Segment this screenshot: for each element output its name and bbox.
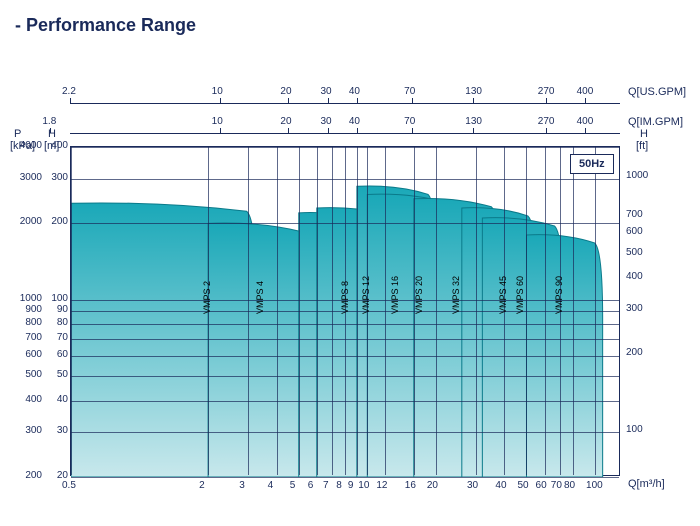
curve-label: VMPS 60 xyxy=(515,276,525,314)
x-tick: 16 xyxy=(405,480,416,491)
curve-label: VMPS 12 xyxy=(361,276,371,314)
x-tick: 100 xyxy=(586,480,603,491)
y-tick-m: 60 xyxy=(57,349,68,360)
frequency-badge: 50Hz xyxy=(570,154,614,174)
y-tick-m: 300 xyxy=(51,172,68,183)
x-tick: 10 xyxy=(358,480,369,491)
x-tick-im: 270 xyxy=(538,116,555,127)
x-tick-im: 130 xyxy=(465,116,482,127)
y-tick-kpa: 1000 xyxy=(20,293,42,304)
x-tick: 0.5 xyxy=(62,480,76,491)
x-tick-us: 30 xyxy=(320,86,331,97)
kpa-label: [kPa] xyxy=(10,140,35,152)
x-tick: 60 xyxy=(536,480,547,491)
y-tick-ft: 400 xyxy=(626,271,643,282)
h-right-label: H xyxy=(640,128,648,140)
curve-label: VMPS 90 xyxy=(554,276,564,314)
x-tick-us: 2.2 xyxy=(62,86,76,97)
m-label: [m] xyxy=(44,140,59,152)
x-tick: 70 xyxy=(551,480,562,491)
curve-label: VMPS 16 xyxy=(390,276,400,314)
x-tick: 6 xyxy=(308,480,314,491)
h-label: H xyxy=(48,128,56,140)
chart-container: 0.52345678910121620304050607080100203040… xyxy=(10,46,690,506)
y-tick-kpa: 800 xyxy=(25,317,42,328)
y-tick-m: 100 xyxy=(51,293,68,304)
x-tick: 4 xyxy=(268,480,274,491)
y-tick-kpa: 900 xyxy=(25,304,42,315)
y-tick-kpa: 600 xyxy=(25,349,42,360)
y-tick-m: 50 xyxy=(57,369,68,380)
y-tick-kpa: 300 xyxy=(25,425,42,436)
x-tick: 30 xyxy=(467,480,478,491)
y-tick-m: 200 xyxy=(51,216,68,227)
y-tick-kpa: 400 xyxy=(25,394,42,405)
y-tick-kpa: 700 xyxy=(25,332,42,343)
p-label: P xyxy=(14,128,21,140)
curve-label: VMPS 4 xyxy=(255,281,265,314)
y-tick-m: 80 xyxy=(57,317,68,328)
x-tick-us: 10 xyxy=(212,86,223,97)
x-tick-im: 20 xyxy=(280,116,291,127)
x-tick: 50 xyxy=(517,480,528,491)
x-tick-im: 10 xyxy=(212,116,223,127)
x-top2-label: Q[US.GPM] xyxy=(628,86,686,98)
x-tick: 80 xyxy=(564,480,575,491)
y-tick-kpa: 3000 xyxy=(20,172,42,183)
y-tick-kpa: 200 xyxy=(25,470,42,481)
y-tick-ft: 700 xyxy=(626,209,643,220)
x-tick: 5 xyxy=(290,480,296,491)
y-tick-m: 20 xyxy=(57,470,68,481)
x-tick-us: 70 xyxy=(404,86,415,97)
y-tick-m: 70 xyxy=(57,332,68,343)
x-tick: 40 xyxy=(495,480,506,491)
x-tick: 3 xyxy=(239,480,245,491)
x-axis-label: Q[m³/h] xyxy=(628,478,665,490)
curve-label: VMPS 32 xyxy=(451,276,461,314)
x-tick-us: 20 xyxy=(280,86,291,97)
y-tick-m: 30 xyxy=(57,425,68,436)
y-tick-ft: 100 xyxy=(626,424,643,435)
y-tick-ft: 600 xyxy=(626,226,643,237)
y-tick-kpa: 2000 xyxy=(20,216,42,227)
x-tick: 2 xyxy=(199,480,205,491)
x-tick-im: 400 xyxy=(577,116,594,127)
x-tick: 8 xyxy=(336,480,342,491)
x-tick-im: 1.8 xyxy=(42,116,56,127)
x-tick: 12 xyxy=(376,480,387,491)
ft-label: [ft] xyxy=(636,140,648,152)
y-tick-ft: 300 xyxy=(626,303,643,314)
chart-title: - Performance Range xyxy=(15,15,690,36)
y-tick-ft: 500 xyxy=(626,247,643,258)
x-tick: 7 xyxy=(323,480,329,491)
y-tick-m: 40 xyxy=(57,394,68,405)
x-top1-label: Q[IM.GPM] xyxy=(628,116,683,128)
y-tick-kpa: 500 xyxy=(25,369,42,380)
x-tick: 9 xyxy=(348,480,354,491)
x-tick-us: 270 xyxy=(538,86,555,97)
x-tick-us: 130 xyxy=(465,86,482,97)
y-tick-ft: 200 xyxy=(626,347,643,358)
x-tick-im: 40 xyxy=(349,116,360,127)
curve-label: VMPS 45 xyxy=(498,276,508,314)
y-tick-ft: 1000 xyxy=(626,170,648,181)
x-tick-us: 400 xyxy=(577,86,594,97)
x-tick-im: 30 xyxy=(320,116,331,127)
y-tick-m: 90 xyxy=(57,304,68,315)
x-tick-us: 40 xyxy=(349,86,360,97)
x-tick-im: 70 xyxy=(404,116,415,127)
x-tick: 20 xyxy=(427,480,438,491)
curve-label: VMPS 8 xyxy=(340,281,350,314)
curve-label: VMPS 20 xyxy=(414,276,424,314)
curve-label: VMPS 2 xyxy=(202,281,212,314)
